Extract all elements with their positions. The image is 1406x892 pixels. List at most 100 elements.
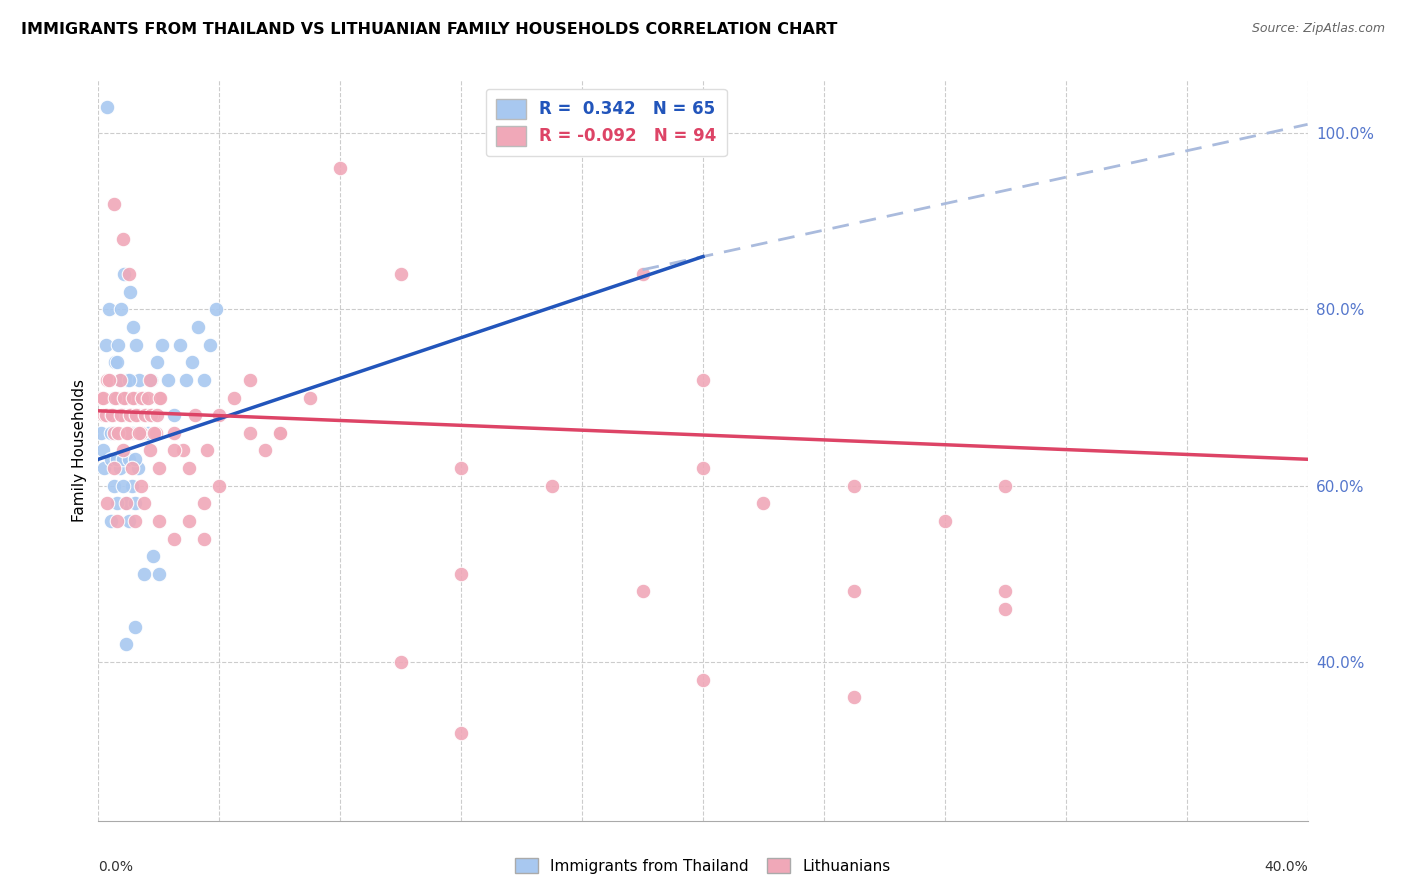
Point (94, 408, 117, 422)
Point (98, 373, 121, 387)
Point (208, 408, 231, 422)
Point (114, 391, 136, 405)
Point (844, 584, 866, 599)
Text: 40.0%: 40.0% (1264, 860, 1308, 874)
Point (91, 443, 114, 458)
Point (127, 391, 149, 405)
Point (200, 337, 222, 351)
Point (132, 496, 155, 510)
Point (450, 461, 472, 475)
Point (195, 443, 218, 458)
Point (269, 425, 291, 440)
Point (389, 267, 412, 281)
Legend: R =  0.342   N = 65, R = -0.092   N = 94: R = 0.342 N = 65, R = -0.092 N = 94 (486, 88, 727, 156)
Point (193, 496, 215, 510)
Point (105, 355, 128, 369)
Point (136, 391, 159, 405)
Y-axis label: Family Households: Family Households (72, 379, 87, 522)
Point (110, 302, 132, 317)
Point (118, 373, 141, 387)
Point (129, 425, 152, 440)
Point (132, 391, 155, 405)
Point (540, 479, 562, 493)
Point (112, 267, 135, 281)
Point (163, 532, 186, 546)
Point (156, 373, 179, 387)
Point (108, 373, 131, 387)
Point (121, 425, 143, 440)
Point (111, 408, 134, 422)
Point (125, 408, 148, 422)
Point (111, 408, 134, 422)
Point (187, 320, 209, 334)
Point (148, 461, 170, 475)
Point (205, 302, 228, 317)
Point (96, 100, 118, 114)
Point (101, 408, 124, 422)
Point (93, 408, 115, 422)
Point (145, 425, 167, 440)
Point (121, 461, 143, 475)
Point (139, 443, 162, 458)
Point (174, 373, 197, 387)
Point (115, 373, 138, 387)
Point (128, 425, 150, 440)
Point (844, 690, 866, 705)
Point (131, 391, 153, 405)
Point (100, 425, 122, 440)
Point (101, 408, 124, 422)
Point (994, 479, 1017, 493)
Point (114, 637, 136, 651)
Point (844, 479, 866, 493)
Point (450, 566, 472, 581)
Point (389, 655, 412, 669)
Point (127, 408, 149, 422)
Point (120, 408, 142, 422)
Point (112, 391, 135, 405)
Text: 0.0%: 0.0% (98, 860, 134, 874)
Point (111, 443, 134, 458)
Point (692, 673, 714, 687)
Point (124, 514, 146, 528)
Point (124, 408, 146, 422)
Point (124, 452, 146, 467)
Point (692, 461, 714, 475)
Point (128, 373, 150, 387)
Point (96, 408, 118, 422)
Point (994, 602, 1017, 616)
Point (143, 425, 166, 440)
Point (631, 267, 654, 281)
Point (115, 425, 138, 440)
Point (134, 408, 156, 422)
Point (103, 425, 125, 440)
Point (93, 461, 115, 475)
Point (148, 566, 170, 581)
Point (150, 337, 173, 351)
Point (141, 408, 163, 422)
Point (934, 514, 956, 528)
Point (329, 161, 352, 176)
Point (135, 408, 157, 422)
Text: Source: ZipAtlas.com: Source: ZipAtlas.com (1251, 22, 1385, 36)
Point (103, 196, 125, 211)
Point (149, 391, 172, 405)
Point (108, 373, 131, 387)
Point (90, 391, 112, 405)
Point (90, 425, 112, 440)
Point (118, 267, 141, 281)
Point (269, 425, 291, 440)
Point (111, 479, 134, 493)
Point (118, 425, 141, 440)
Point (224, 391, 246, 405)
Point (179, 514, 201, 528)
Point (179, 461, 201, 475)
Point (184, 408, 207, 422)
Point (169, 337, 191, 351)
Point (118, 514, 141, 528)
Point (105, 391, 128, 405)
Point (148, 391, 170, 405)
Point (124, 391, 146, 405)
Legend: Immigrants from Thailand, Lithuanians: Immigrants from Thailand, Lithuanians (509, 852, 897, 880)
Point (122, 391, 145, 405)
Point (181, 355, 204, 369)
